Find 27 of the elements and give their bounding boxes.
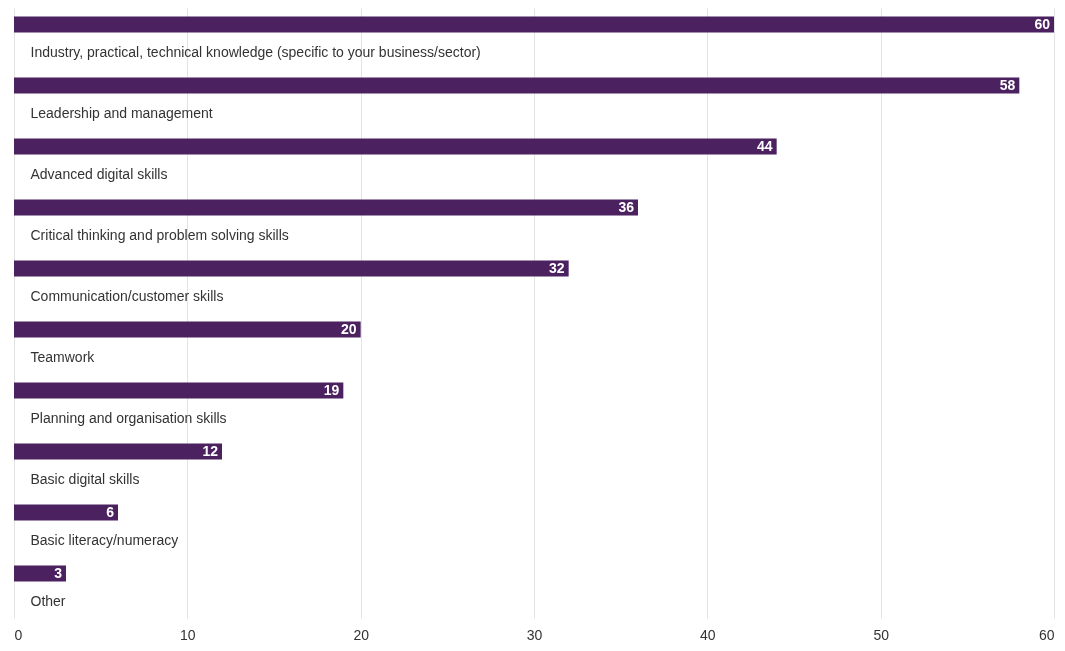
data-label: 6 <box>106 503 115 520</box>
y-tick-label: Industry, practical, technical knowledge (specific to your business/sector) <box>30 43 481 60</box>
x-tick-label: 30 <box>526 626 543 643</box>
y-tick-label: Teamwork <box>30 348 96 365</box>
x-tick-label: 0 <box>14 626 23 643</box>
x-tick-label: 40 <box>700 626 716 643</box>
data-label: 58 <box>999 76 1016 93</box>
data-label: 12 <box>202 442 219 459</box>
y-tick-label: Basic literacy/numeracy <box>30 531 179 548</box>
data-label: 44 <box>757 137 773 154</box>
x-tick-label: 60 <box>1038 626 1055 643</box>
data-label: 3 <box>54 564 63 581</box>
data-label: 60 <box>1034 15 1051 32</box>
x-tick-label: 10 <box>180 626 196 643</box>
y-tick-label: Communication/customer skills <box>30 287 224 304</box>
data-label: 20 <box>341 320 357 337</box>
x-tick-label: 50 <box>873 626 890 643</box>
x-tick-label: 20 <box>353 626 370 643</box>
y-tick-label: Other <box>30 592 66 609</box>
y-tick-label: Planning and organisation skills <box>30 409 227 426</box>
y-tick-label: Leadership and management <box>30 104 213 121</box>
y-tick-label: Critical thinking and problem solving skills <box>30 226 289 243</box>
data-label: 36 <box>618 198 635 215</box>
data-label: 32 <box>549 259 565 276</box>
y-tick-label: Basic digital skills <box>30 470 140 487</box>
y-tick-label: Advanced digital skills <box>30 165 168 182</box>
data-label: 19 <box>323 381 340 398</box>
